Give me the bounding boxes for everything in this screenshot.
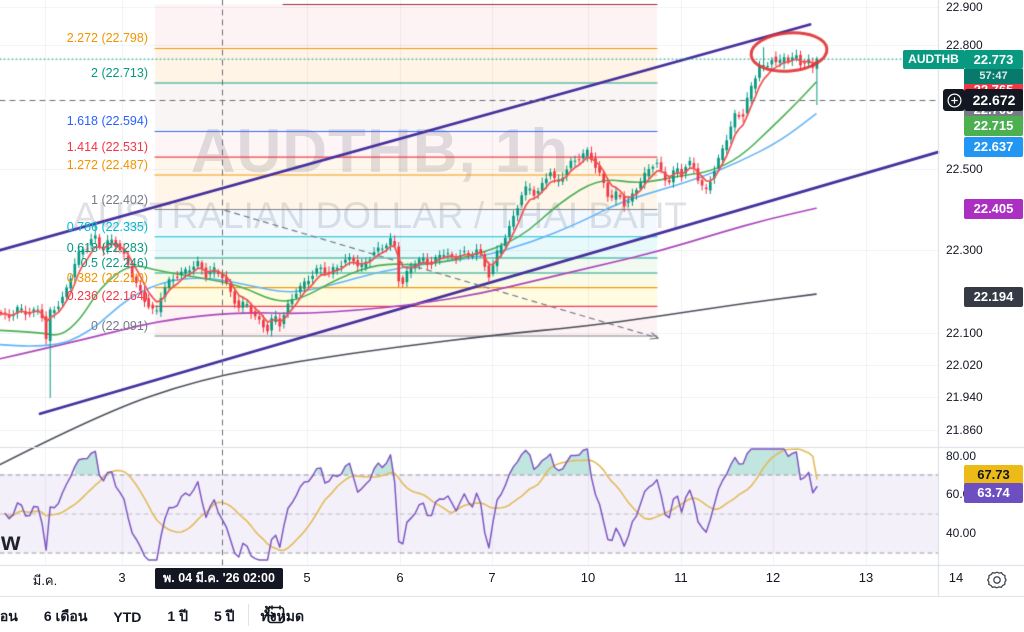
- price-axis-tick: 22.100: [946, 326, 983, 340]
- toolbar-divider: [248, 604, 249, 626]
- fib-level-label-2: 2 (22.713): [91, 66, 148, 81]
- tradingview-logo[interactable]: w: [1, 528, 21, 556]
- time-axis-tick: มี.ค.: [32, 573, 58, 588]
- crosshair-date-tag: พ. 04 มี.ค. '26 02:00: [155, 568, 283, 589]
- time-axis-tick: 11: [674, 570, 688, 585]
- fib-level-label-0.236: 0.236 (22.164): [66, 289, 148, 304]
- rsi-axis-tick: 40.00: [946, 526, 977, 540]
- time-axis-settings-button[interactable]: [986, 569, 1008, 596]
- range-button-1[interactable]: 6 เดือน: [43, 608, 88, 624]
- ma-price-tag: 22.405: [964, 199, 1023, 219]
- ma-price-tag: 22.194: [964, 287, 1023, 307]
- fib-level-label-0.382: 0.382 (22.210): [66, 270, 148, 285]
- symbol-name-tag: AUDTHB: [903, 50, 964, 69]
- rsi-ma-value-tag: 67.73: [964, 465, 1023, 485]
- last-price-tag: 22.773: [964, 50, 1023, 69]
- fib-level-label-1: 1 (22.402): [91, 192, 148, 207]
- time-axis-tick: 13: [858, 570, 874, 585]
- go-to-date-calendar-icon[interactable]: [262, 602, 288, 632]
- ma-price-tag: 22.637: [964, 137, 1023, 157]
- range-button-0[interactable]: เดือน: [0, 608, 18, 624]
- rsi-value-tag: 63.74: [964, 483, 1023, 503]
- bar-countdown-tag: 57:47: [964, 69, 1023, 84]
- fib-level-label-0: 0 (22.091): [91, 319, 148, 334]
- price-axis-tick: 22.800: [946, 38, 983, 52]
- price-axis-tick: 22.020: [946, 358, 983, 372]
- gear-icon: [987, 571, 1007, 589]
- add-alert-plus-icon[interactable]: [943, 89, 965, 111]
- fib-level-label-0.786: 0.786 (22.335): [66, 219, 148, 234]
- time-axis-tick: 3: [118, 570, 126, 585]
- time-axis-tick: 12: [765, 570, 781, 585]
- range-button-3[interactable]: 1 ปี: [167, 608, 188, 624]
- price-axis-tick: 21.940: [946, 390, 983, 404]
- calendar-arrow-icon: [264, 605, 285, 624]
- time-axis-tick: 14: [948, 570, 964, 585]
- crosshair-price-tag: 22.672: [965, 89, 1023, 111]
- time-axis-tick: 6: [396, 570, 404, 585]
- plus-circle-icon: [946, 92, 962, 108]
- fib-level-label-0.618: 0.618 (22.283): [66, 240, 148, 255]
- price-axis-tick: 22.500: [946, 162, 983, 176]
- range-button-4[interactable]: 5 ปี: [213, 608, 235, 624]
- time-axis-tick: 10: [580, 570, 596, 585]
- fib-level-label-1.618: 1.618 (22.594): [66, 114, 148, 129]
- fib-level-label-0.5: 0.5 (22.246): [80, 256, 148, 270]
- fib-level-label-1.272: 1.272 (22.487): [66, 157, 148, 172]
- price-axis-tick: 22.900: [946, 0, 983, 14]
- price-axis-tick: 22.300: [946, 243, 983, 257]
- fib-level-label-2.272: 2.272 (22.798): [66, 31, 148, 46]
- range-button-ytd[interactable]: YTD: [113, 609, 142, 625]
- time-axis-tick: 5: [303, 570, 311, 585]
- price-axis-tick: 21.860: [946, 423, 983, 437]
- rsi-axis-tick: 80.00: [946, 449, 977, 463]
- fib-level-label-1.414: 1.414 (22.531): [66, 140, 148, 155]
- time-axis-tick: 7: [488, 570, 496, 585]
- ma-price-tag: 22.715: [964, 116, 1023, 136]
